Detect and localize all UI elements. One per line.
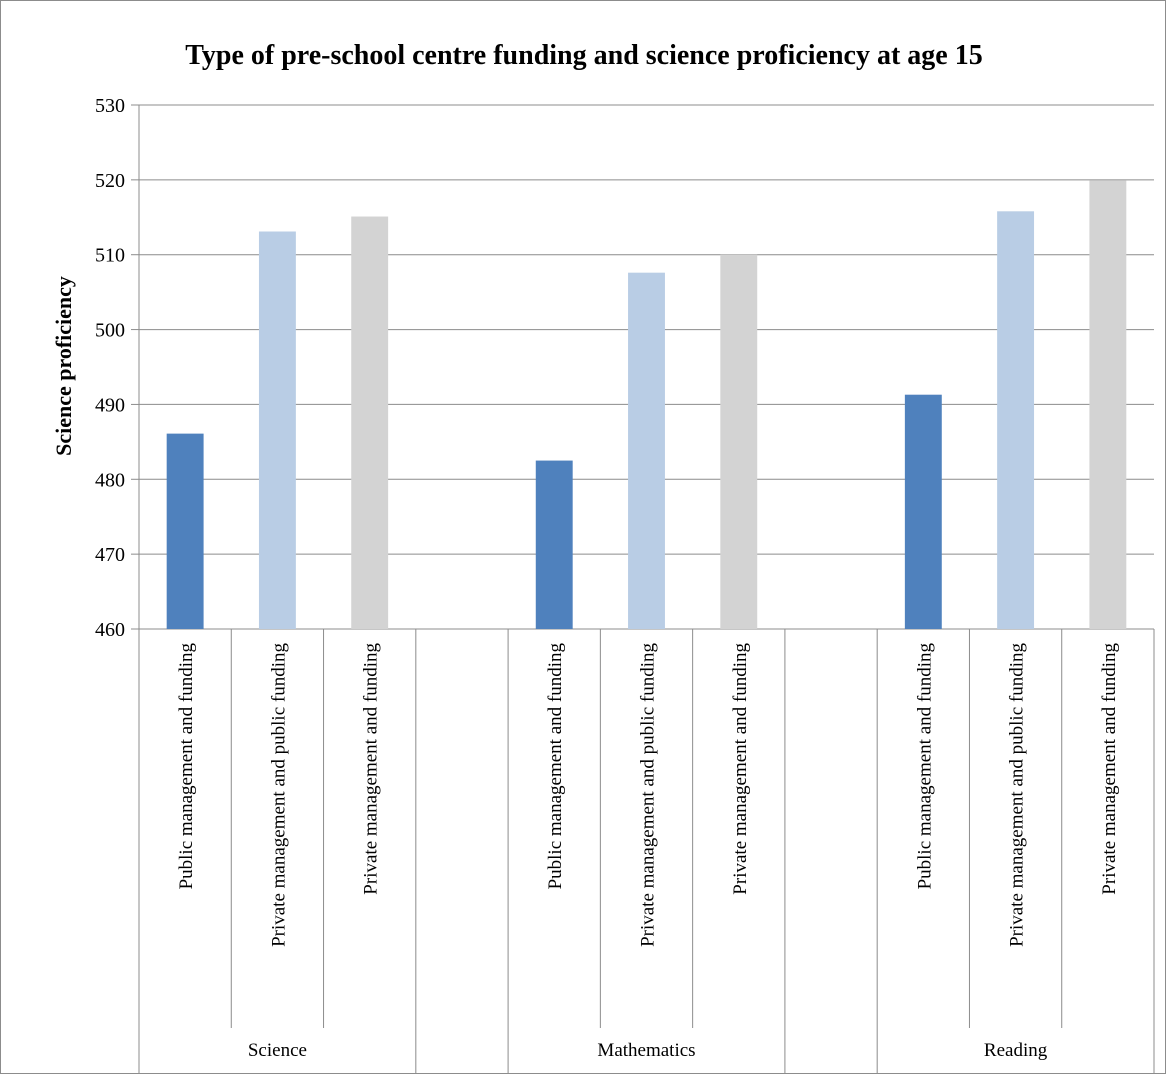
bar bbox=[1089, 180, 1127, 629]
x-category-label: Private management and funding bbox=[1099, 643, 1120, 895]
bar bbox=[258, 231, 296, 629]
y-tick-label: 490 bbox=[95, 394, 125, 416]
bar bbox=[720, 254, 758, 629]
y-axis-label: Science proficiency bbox=[51, 276, 76, 456]
x-group-label: Science bbox=[248, 1040, 307, 1061]
x-group-label: Reading bbox=[984, 1040, 1048, 1061]
y-tick-label: 460 bbox=[95, 619, 125, 641]
bars bbox=[166, 180, 1127, 629]
x-category-label: Private management and funding bbox=[361, 643, 382, 895]
y-tick-label: 530 bbox=[95, 95, 125, 117]
axis-labels: 460 470 480 490 500 510 520 530 Public managemen… bbox=[95, 95, 1120, 1061]
y-tick-label: 500 bbox=[95, 320, 125, 342]
bar bbox=[628, 272, 665, 629]
y-tick-label: 480 bbox=[95, 469, 125, 491]
x-category-label: Public management and funding bbox=[914, 643, 935, 890]
axes bbox=[131, 104, 1155, 1073]
y-tick-label: 520 bbox=[95, 170, 125, 192]
x-category-label: Private management and public funding bbox=[1007, 643, 1028, 947]
bar bbox=[997, 211, 1035, 629]
bar bbox=[535, 460, 573, 629]
x-category-label: Public management and funding bbox=[545, 643, 566, 890]
y-tick-label: 510 bbox=[95, 245, 125, 267]
x-group-label: Mathematics bbox=[597, 1040, 695, 1061]
bar bbox=[351, 216, 389, 629]
x-category-label: Public management and funding bbox=[176, 643, 197, 890]
x-category-label: Private management and public funding bbox=[638, 643, 659, 947]
bar bbox=[166, 433, 204, 629]
bar bbox=[904, 394, 942, 629]
y-tick-label: 470 bbox=[95, 544, 125, 566]
x-category-label: Private management and public funding bbox=[268, 643, 289, 947]
x-category-label: Private management and funding bbox=[730, 643, 751, 895]
chart-title: Type of pre-school centre funding and sc… bbox=[185, 40, 982, 71]
